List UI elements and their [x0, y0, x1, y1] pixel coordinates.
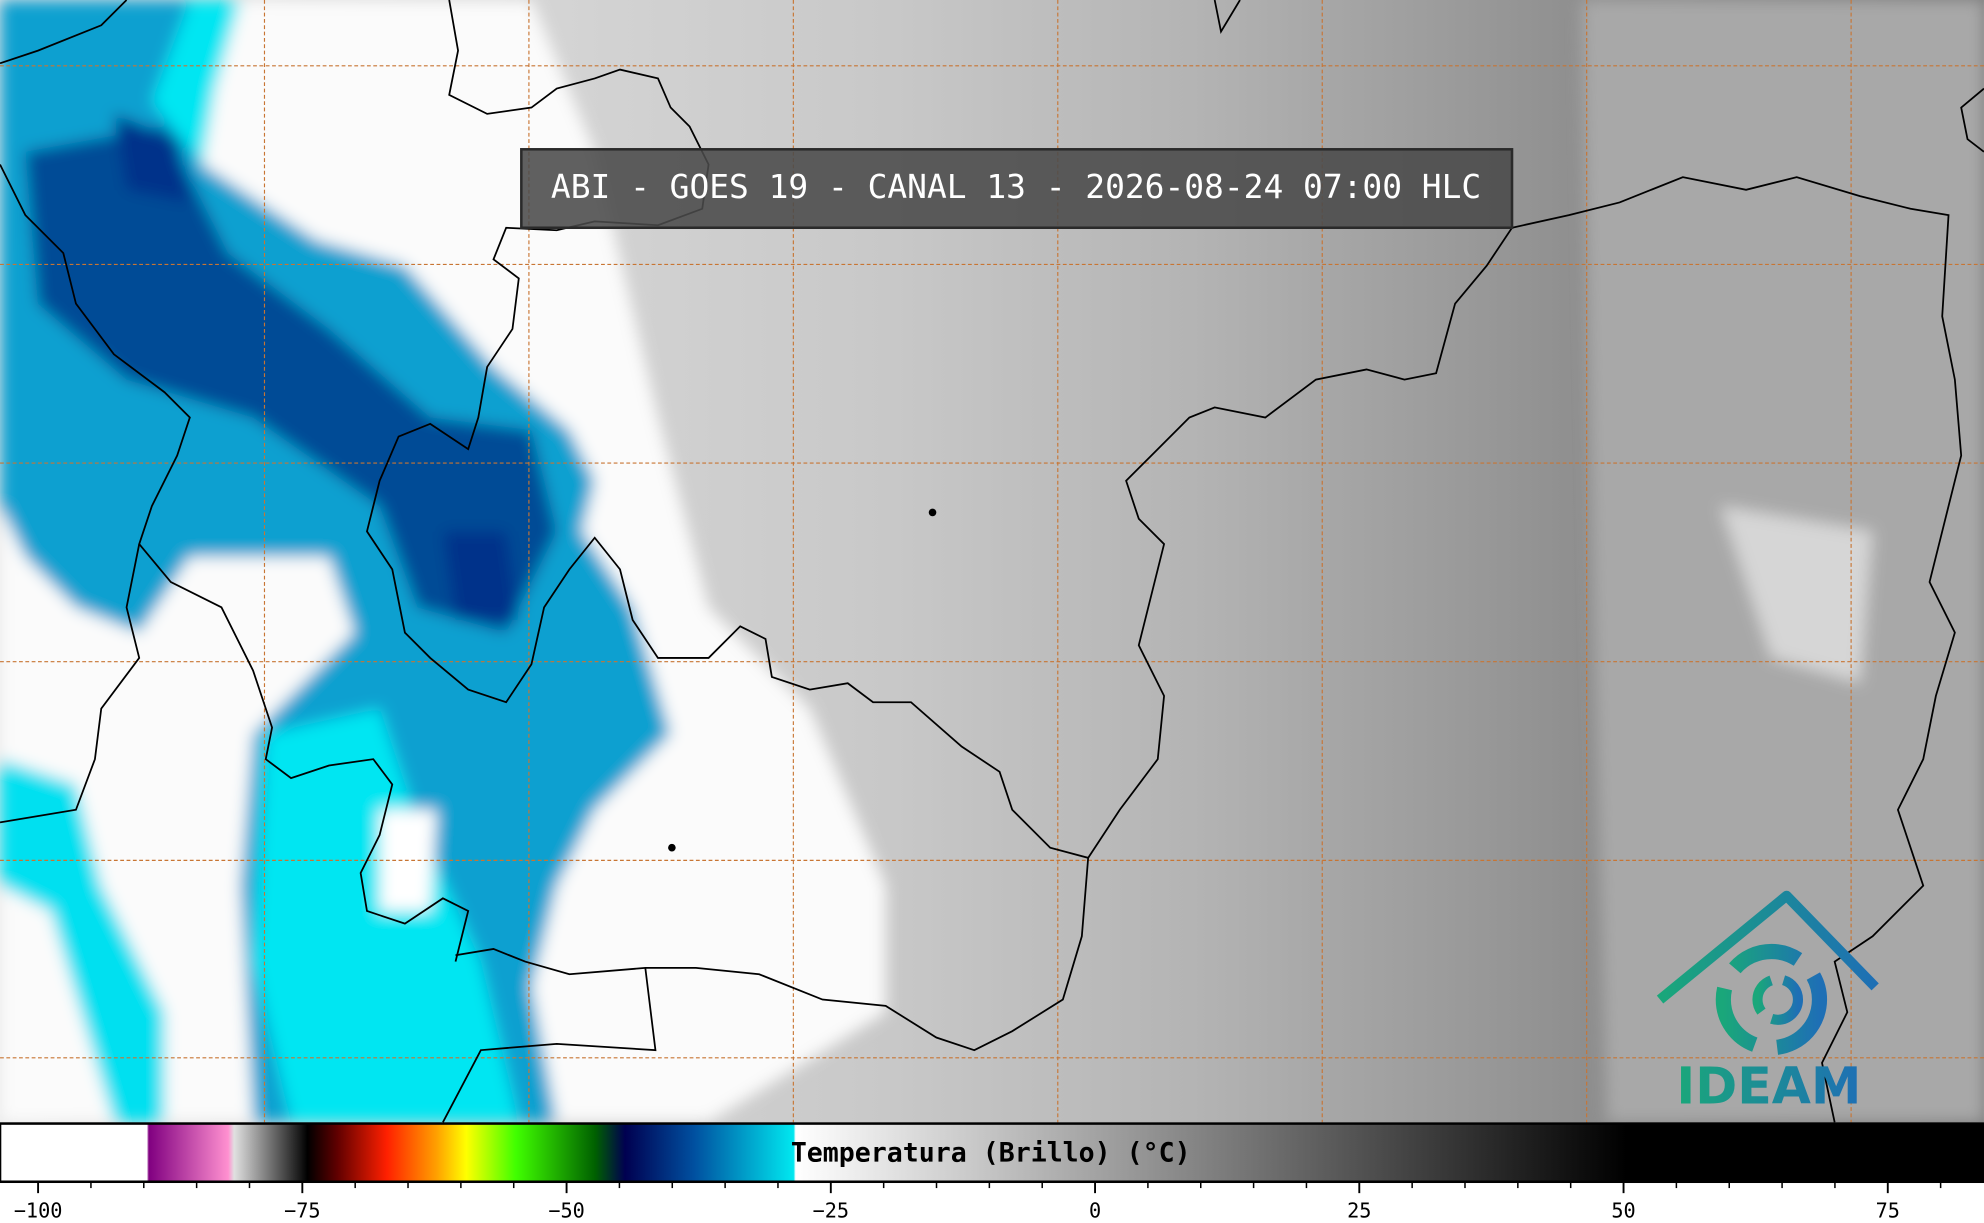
tick-label: 75: [1876, 1199, 1900, 1223]
title-box: [520, 148, 1514, 230]
logo-text: IDEAM: [1676, 1056, 1861, 1115]
tick-label: 50: [1611, 1199, 1635, 1223]
tick-label: −100: [14, 1199, 63, 1223]
tick-label: −75: [284, 1199, 321, 1223]
colorbar-label: Temperatura (Brillo) (°C): [791, 1137, 1191, 1168]
colorbar-ramp: [0, 1122, 1984, 1184]
tick-label: −25: [813, 1199, 850, 1223]
tick-label: −50: [548, 1199, 585, 1223]
title: ABI - GOES 19 - CANAL 13 - 2026-08-24 07…: [551, 167, 1481, 206]
colorbar: Temperatura (Brillo) (°C) −100 −75 −50 −25 0…: [0, 1122, 1984, 1223]
tick-label: 25: [1347, 1199, 1371, 1223]
tick-label: 0: [1089, 1199, 1101, 1223]
logo: IDEAM: [1656, 890, 1879, 1115]
